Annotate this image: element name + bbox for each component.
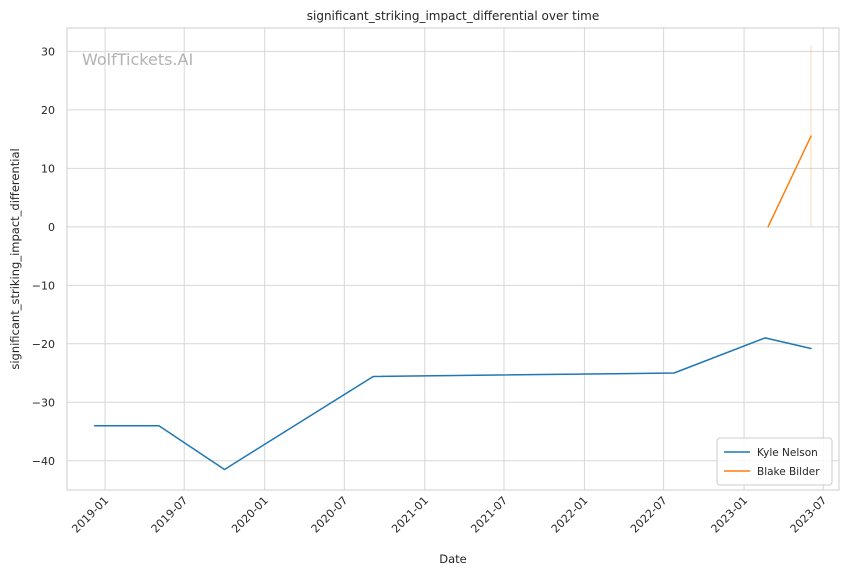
x-tick-labels: 2019-01 2019-07 2020-01 2020-07 2021-01 2021-… <box>69 494 829 536</box>
x-tick-label: 2023-07 <box>788 494 830 536</box>
legend: Kyle Nelson Blake Bilder <box>716 437 833 486</box>
x-tick-label: 2022-07 <box>628 494 670 536</box>
y-tick-label: −40 <box>32 455 55 468</box>
series-line-kyle-nelson <box>93 337 812 471</box>
series-line-blake-bilder <box>767 135 812 228</box>
y-tick-label: −10 <box>32 279 55 292</box>
x-tick-label: 2020-01 <box>229 494 271 536</box>
y-tick-label: −30 <box>32 396 55 409</box>
y-tick-label: 0 <box>48 221 55 234</box>
y-tick-label: 10 <box>41 162 55 175</box>
y-tick-label: 30 <box>41 45 55 58</box>
legend-label-blake-bilder: Blake Bilder <box>757 466 820 478</box>
y-tick-label: −20 <box>32 338 55 351</box>
grid-lines <box>67 28 839 490</box>
legend-box <box>716 437 833 486</box>
x-tick-label: 2021-07 <box>468 494 510 536</box>
chart-title: significant_striking_impact_differential… <box>307 9 599 23</box>
x-tick-label: 2022-01 <box>549 494 591 536</box>
legend-label-kyle-nelson: Kyle Nelson <box>757 447 818 459</box>
x-axis-label: Date <box>439 552 467 566</box>
y-tick-labels: 30 20 10 0 −10 −20 −30 −40 <box>32 45 55 467</box>
watermark: WolfTickets.AI <box>82 50 193 69</box>
x-tick-label: 2023-01 <box>709 494 751 536</box>
y-tick-label: 20 <box>41 104 55 117</box>
x-tick-label: 2019-07 <box>149 494 191 536</box>
series-lines <box>93 135 812 471</box>
y-axis-label: significant_striking_impact_differential <box>8 148 22 369</box>
x-tick-label: 2019-01 <box>69 494 111 536</box>
x-tick-label: 2021-01 <box>389 494 431 536</box>
plot-frame <box>66 27 840 491</box>
x-tick-label: 2020-07 <box>309 494 351 536</box>
